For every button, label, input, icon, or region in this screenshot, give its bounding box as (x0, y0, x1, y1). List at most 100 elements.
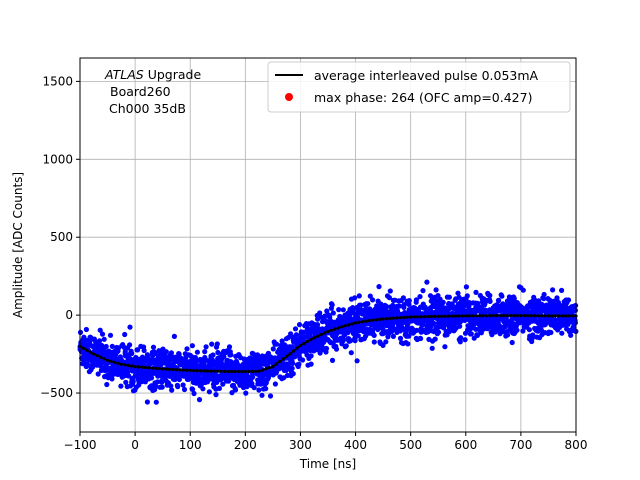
average-pulse-point (340, 325, 344, 329)
average-pulse-point (540, 314, 544, 318)
sample-point (122, 349, 128, 355)
sample-point (296, 361, 302, 367)
average-pulse-point (488, 314, 492, 318)
average-pulse-point (298, 343, 302, 348)
sample-point (437, 296, 443, 302)
average-pulse-point (515, 314, 520, 318)
sample-point (343, 343, 349, 349)
sample-point (270, 346, 276, 352)
sample-point (109, 376, 115, 382)
sample-point (229, 390, 235, 396)
sample-point (356, 293, 362, 299)
sample-point (135, 347, 141, 353)
sample-point (300, 357, 306, 363)
x-tick-label: 200 (234, 438, 257, 452)
sample-point (394, 307, 400, 313)
average-pulse-point (422, 315, 426, 319)
average-pulse-point (164, 367, 168, 371)
average-pulse-point (467, 314, 471, 318)
sample-point (420, 288, 426, 294)
svg-text:ATLAS Upgrade: ATLAS Upgrade (104, 67, 201, 82)
x-tick-label: 700 (509, 438, 532, 452)
sample-point (451, 304, 457, 310)
average-pulse-point (99, 355, 103, 359)
sample-point (371, 339, 377, 345)
average-pulse-point (178, 368, 182, 372)
average-pulse-point (174, 368, 178, 372)
average-pulse-point (233, 369, 237, 374)
sample-point (487, 298, 493, 304)
sample-point (505, 332, 511, 338)
x-tick-label: 0 (131, 438, 139, 452)
average-pulse-point (367, 319, 371, 323)
sample-point (189, 343, 195, 349)
sample-point (209, 341, 215, 347)
sample-point (429, 345, 435, 351)
sample-point (511, 295, 517, 302)
average-pulse-point (343, 324, 347, 328)
sample-point (290, 371, 296, 377)
average-pulse-point (457, 314, 461, 318)
average-pulse-point (216, 369, 220, 373)
average-pulse-point (333, 327, 337, 331)
sample-point (168, 350, 174, 356)
sample-point (109, 343, 115, 349)
x-tick-label: 100 (179, 438, 202, 452)
average-pulse-point (436, 314, 440, 318)
x-tick-label: 500 (399, 438, 422, 452)
average-pulse-point (154, 366, 158, 370)
average-pulse-point (257, 369, 261, 373)
average-pulse-point (133, 365, 137, 369)
sample-point (308, 353, 314, 359)
sample-point (413, 297, 419, 303)
sample-point (348, 338, 354, 344)
sample-point (497, 308, 503, 314)
average-pulse-point (161, 367, 165, 371)
sample-point (559, 330, 565, 336)
sample-point (127, 342, 133, 348)
average-pulse-point (226, 369, 230, 374)
sample-point (348, 350, 354, 356)
sample-point (541, 291, 547, 298)
average-pulse-point (453, 314, 457, 318)
channel-label: Ch000 35dB (109, 101, 186, 116)
sample-point (267, 393, 274, 399)
average-pulse-point (157, 367, 161, 371)
average-pulse-point (123, 363, 127, 367)
sample-point (97, 327, 103, 333)
average-pulse-point (199, 369, 203, 373)
average-pulse-point (440, 314, 444, 318)
average-pulse-point (543, 314, 547, 318)
sample-point (350, 306, 356, 313)
average-pulse-point (354, 321, 358, 325)
sample-point (214, 341, 220, 347)
average-pulse-point (278, 359, 282, 364)
y-axis-ticks: −500 0 500 1000 1500 (40, 74, 80, 400)
average-pulse-point (202, 369, 206, 373)
average-pulse-point (88, 350, 92, 354)
average-pulse-point (212, 369, 216, 373)
sample-point (216, 385, 222, 391)
sample-point (468, 331, 474, 337)
average-pulse-point (388, 316, 392, 321)
sample-point (501, 329, 507, 335)
average-pulse-point (281, 357, 285, 361)
sample-point (457, 339, 463, 345)
sample-point (159, 379, 165, 385)
sample-point (130, 379, 136, 385)
average-pulse-point (571, 314, 575, 318)
sample-point (400, 295, 406, 301)
sample-point (330, 310, 336, 316)
average-pulse-point (381, 317, 385, 321)
sample-point (435, 329, 442, 335)
sample-point (487, 292, 493, 299)
average-pulse-point (495, 314, 499, 318)
sample-point (446, 329, 452, 335)
legend-average-label: average interleaved pulse 0.053mA (314, 68, 539, 83)
average-pulse-point (419, 315, 423, 319)
average-pulse-point (316, 334, 320, 338)
y-tick-label: 0 (65, 308, 73, 322)
sample-point (232, 387, 239, 393)
y-tick-label: 1000 (42, 152, 73, 166)
average-pulse-point (447, 314, 451, 318)
